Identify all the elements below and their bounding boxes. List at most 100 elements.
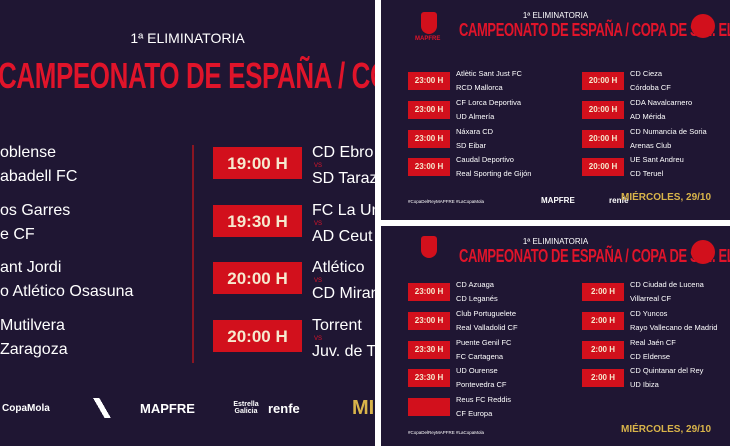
- team-name: CD Leganés: [456, 294, 498, 303]
- kickoff-time: 2:00 H: [590, 373, 615, 383]
- team-name: Náxara CD: [456, 126, 494, 136]
- team-name: CDA Navalcarnero: [630, 97, 693, 107]
- team-name: UD Ibiza: [630, 380, 659, 390]
- kickoff-time: 23:00 H: [414, 76, 444, 85]
- sponsor-logo: MAPFRE: [140, 401, 195, 416]
- time-box: [213, 204, 302, 237]
- header: 1ª ELIMINATORIA: [130, 30, 245, 46]
- tweet-image: 1ª ELIMINATORIA CAMPEONATO DE ESPAÑA / CO…: [381, 226, 730, 446]
- time-box: [408, 398, 450, 417]
- vs-label: VS: [314, 220, 323, 227]
- team-name: os Garres: [0, 201, 71, 219]
- sponsor-logo: renfe: [609, 196, 629, 205]
- team-name: SD Taraz: [312, 170, 375, 187]
- team-name: CD Quintanar del Rey: [630, 366, 704, 376]
- team-name: Club Portuguelete: [456, 308, 517, 318]
- time-box: [408, 283, 450, 301]
- team-name: Atlètic Sant Just FC: [456, 69, 522, 78]
- team-name: Atlético: [312, 259, 365, 276]
- team-name: CF Europa: [456, 409, 493, 419]
- time-box: [408, 100, 450, 119]
- time-box: [408, 340, 450, 359]
- sponsor-logo: Estrella Galicia: [233, 401, 259, 415]
- hashtag: #CopaDelReyMAPFRE #LaCopaMola: [408, 199, 485, 204]
- time-box: [582, 369, 624, 388]
- team-name: CD Ebro: [312, 144, 374, 161]
- team-name: UD Ourense: [456, 366, 498, 376]
- kickoff-time: 20:00 H: [588, 104, 618, 114]
- team-name: o Atlético Osasuna: [0, 283, 134, 300]
- kickoff-time: 20:00 H: [227, 326, 288, 346]
- sponsor-logo: renfe: [268, 401, 300, 416]
- header: 1ª ELIMINATORIA: [522, 11, 589, 20]
- team-name: e CF: [0, 225, 35, 243]
- team-name: CD Miran: [312, 285, 375, 302]
- kickoff-time: 23:00 H: [414, 104, 444, 114]
- date: MIÉRCOLES, 29/10: [621, 192, 712, 203]
- team-name: CD Numancia de Soria: [630, 126, 707, 136]
- time-box: [582, 100, 624, 119]
- kickoff-time: 19:30 H: [227, 211, 288, 231]
- kickoff-time: 23:30 H: [414, 344, 444, 354]
- time-box: [582, 72, 624, 90]
- cup-crest: [421, 236, 437, 258]
- time-box: [213, 262, 302, 294]
- team-name: CD Cieza: [630, 69, 663, 78]
- team-name: UD Almería: [456, 111, 495, 121]
- time-box: [408, 72, 450, 90]
- time-box: [582, 129, 624, 148]
- tweet-image: 1ª ELIMINATORIA CAMPEONATO DE ESPAÑA / CO…: [0, 0, 375, 446]
- team-name: Zaragoza: [0, 340, 68, 358]
- team-name: abadell FC: [0, 168, 78, 185]
- time-box: [408, 158, 450, 177]
- team-name: Arenas Club: [630, 140, 672, 150]
- time-box: [582, 340, 624, 359]
- time-box: [582, 311, 624, 330]
- kickoff-time: 20:00 H: [588, 76, 618, 85]
- kickoff-time: 23:00 H: [414, 287, 444, 296]
- crest-label: MAPFRE: [415, 36, 441, 42]
- time-box: [408, 311, 450, 330]
- team-name: CD Yuncos: [630, 308, 668, 318]
- time-box: [408, 369, 450, 388]
- team-name: Rayo Vallecano de Madrid: [630, 322, 718, 332]
- team-name: ant Jordi: [0, 259, 62, 276]
- sponsor-logo: MAPFRE: [541, 196, 575, 205]
- team-name: Real Valladolid CF: [456, 322, 518, 332]
- kickoff-time: 2:00 H: [590, 287, 615, 296]
- federation-logo: [691, 240, 715, 264]
- team-name: CD Eldense: [630, 351, 671, 361]
- kickoff-time: 2:00 H: [590, 315, 615, 325]
- kickoff-time: 19:00 H: [227, 154, 288, 173]
- team-name: Real Sporting de Gijón: [456, 169, 532, 179]
- adidas-logo: [88, 398, 118, 418]
- vs-label: VS: [314, 335, 323, 342]
- team-name: AD Mérida: [630, 111, 666, 121]
- time-box: [582, 283, 624, 301]
- team-name: SD Eibar: [456, 140, 487, 150]
- kickoff-time: 23:00 H: [414, 162, 444, 172]
- team-name: RCD Mallorca: [456, 83, 503, 92]
- team-name: FC La Un: [312, 201, 375, 219]
- divider: [192, 145, 194, 363]
- title: CAMPEONATO DE ESPAÑA / COPA DE S.M. EL: [0, 55, 375, 96]
- time-box: [213, 319, 302, 352]
- kickoff-time: 2:00 H: [590, 344, 615, 354]
- team-name: Torrent: [312, 316, 362, 334]
- date: MIÉRCOLES, 29/10: [621, 424, 712, 435]
- team-name: UE Sant Andreu: [630, 155, 684, 165]
- cup-crest: [421, 12, 437, 34]
- team-name: CD Teruel: [630, 169, 664, 179]
- time-box: [408, 129, 450, 148]
- team-name: Caudal Deportivo: [456, 155, 514, 165]
- team-name: Pontevedra CF: [456, 380, 507, 390]
- tweet-image: 1ª ELIMINATORIA CAMPEONATO DE ESPAÑA / CO…: [381, 0, 730, 220]
- vs-label: VS: [314, 278, 323, 284]
- team-name: Córdoba CF: [630, 83, 671, 92]
- hashtag: CopaMola: [2, 403, 50, 414]
- team-name: Reus FC Reddis: [456, 395, 512, 405]
- team-name: Villarreal CF: [630, 294, 672, 303]
- vs-label: VS: [314, 163, 323, 169]
- date: MIÉ: [352, 397, 375, 419]
- team-name: oblense: [0, 144, 57, 161]
